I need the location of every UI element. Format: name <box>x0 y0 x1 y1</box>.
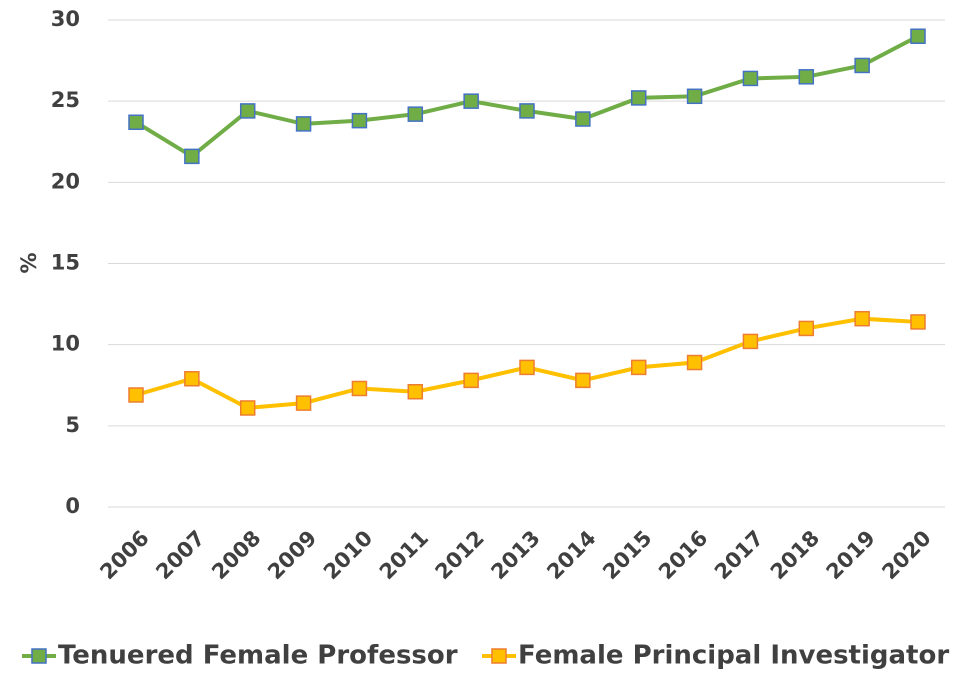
marker <box>184 371 200 387</box>
marker <box>798 69 815 85</box>
y-axis-label: % <box>17 252 41 273</box>
x-tick-label: 2014 <box>542 526 600 584</box>
marker <box>407 383 424 400</box>
marker <box>239 400 256 416</box>
x-tick-label: 2017 <box>710 526 768 584</box>
x-tick-label: 2015 <box>598 526 656 584</box>
marker <box>854 57 870 74</box>
marker <box>184 148 200 165</box>
y-tick-label: 30 <box>51 7 80 31</box>
marker <box>910 314 926 330</box>
marker <box>854 310 870 327</box>
x-tick-label: 2006 <box>95 526 153 584</box>
legend-marker <box>491 648 507 664</box>
x-tick-label: 2011 <box>375 526 433 584</box>
series-line <box>134 34 919 159</box>
marker <box>128 114 144 131</box>
x-tick-label: 2013 <box>486 526 544 584</box>
marker <box>798 320 815 337</box>
y-tick-label: 0 <box>65 494 80 518</box>
marker <box>742 70 759 87</box>
marker <box>686 88 703 105</box>
marker <box>463 93 479 109</box>
legend-label: Female Principal Investigator <box>518 641 949 671</box>
marker <box>742 333 759 350</box>
marker <box>351 380 368 397</box>
marker <box>575 372 591 389</box>
marker <box>407 106 424 122</box>
marker <box>519 359 535 376</box>
marker <box>519 103 535 119</box>
y-tick-label: 5 <box>65 413 80 437</box>
marker <box>128 387 144 403</box>
x-tick-label: 2009 <box>263 526 321 584</box>
y-tick-label: 15 <box>51 251 80 275</box>
marker <box>575 111 591 127</box>
y-tick-label: 10 <box>51 332 80 356</box>
x-tick-label: 2010 <box>319 526 377 584</box>
x-tick-label: 2008 <box>207 526 265 584</box>
marker <box>239 103 256 119</box>
x-tick-label: 2020 <box>877 526 935 584</box>
y-tick-label: 20 <box>51 169 80 193</box>
marker <box>463 372 479 389</box>
x-tick-label: 2019 <box>822 526 880 584</box>
x-tick-label: 2012 <box>431 526 489 584</box>
y-tick-label: 25 <box>51 88 80 112</box>
legend-label: Tenuered Female Professor <box>58 641 458 671</box>
marker <box>295 395 312 411</box>
marker <box>630 359 647 376</box>
legend-marker <box>31 648 47 664</box>
marker <box>295 116 312 132</box>
x-tick-label: 2018 <box>766 526 824 584</box>
marker <box>686 354 703 371</box>
marker <box>910 28 926 44</box>
marker <box>630 90 647 106</box>
marker <box>351 112 368 129</box>
x-tick-label: 2016 <box>654 526 712 584</box>
x-tick-label: 2007 <box>151 526 209 584</box>
